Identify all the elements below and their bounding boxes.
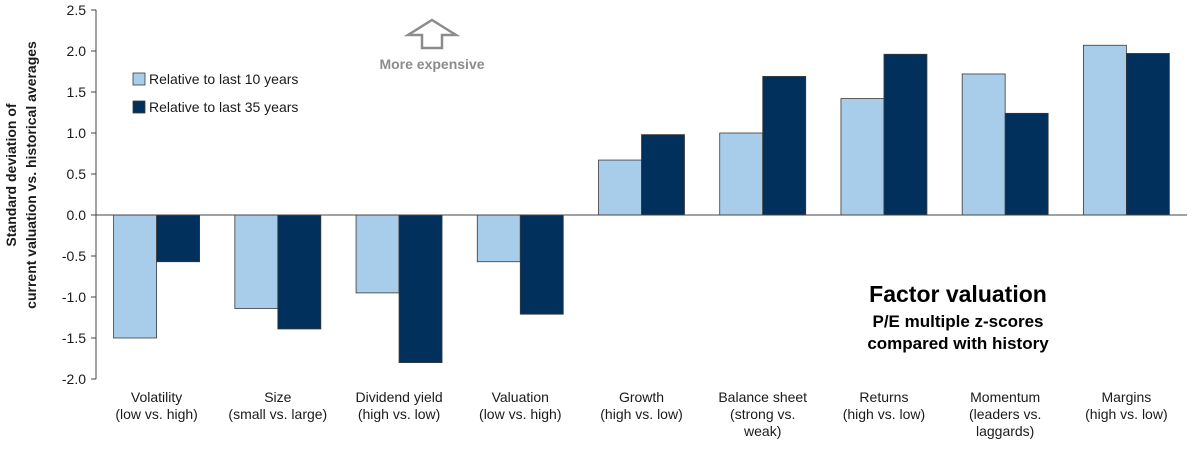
bar-ten-year bbox=[961, 73, 1006, 216]
x-tick-label-line: Size bbox=[264, 389, 291, 405]
legend-label: Relative to last 35 years bbox=[149, 99, 298, 115]
bars bbox=[113, 44, 1170, 364]
chart-title: Factor valuation bbox=[869, 281, 1047, 307]
legend: Relative to last 10 years Relative to las… bbox=[132, 71, 298, 115]
more-expensive-annotation: More expensive bbox=[379, 18, 485, 72]
x-tick-label: Size (small vs. large) bbox=[228, 389, 327, 422]
y-tick-label: -2.0 bbox=[62, 371, 86, 387]
x-tick-label-line: laggards) bbox=[976, 423, 1034, 439]
x-tick-label-line: (leaders vs. bbox=[969, 406, 1041, 422]
y-tick-label: -0.5 bbox=[62, 248, 86, 264]
bar-thirty-five-year bbox=[1125, 53, 1170, 216]
y-axis: -2.0 -1.5 -1.0 -0.5 0.0 0.5 1.0 1.5 2.0 2.5 bbox=[62, 2, 97, 387]
x-tick-label: Growth (high vs. low) bbox=[600, 389, 682, 422]
x-tick-label-line: (low vs. high) bbox=[115, 406, 197, 422]
x-tick-label-line: Momentum bbox=[970, 389, 1040, 405]
x-tick-label-line: Margins bbox=[1101, 389, 1151, 405]
x-tick-label-line: Returns bbox=[859, 389, 908, 405]
x-tick-label-line: (high vs. low) bbox=[843, 406, 925, 422]
x-tick-label-line: Valuation bbox=[492, 389, 549, 405]
x-tick-label: Momentum (leaders vs. laggards) bbox=[969, 389, 1041, 439]
bar-thirty-five-year bbox=[762, 76, 807, 216]
x-tick-label-line: (high vs. low) bbox=[1085, 406, 1167, 422]
y-tick-label: -1.5 bbox=[62, 330, 86, 346]
bar-ten-year bbox=[840, 98, 885, 216]
x-tick-label-line: Growth bbox=[619, 389, 664, 405]
bar-thirty-five-year bbox=[1004, 112, 1049, 216]
legend-swatch bbox=[132, 72, 146, 86]
x-tick-label-line: (small vs. large) bbox=[228, 406, 327, 422]
bar-thirty-five-year bbox=[641, 134, 685, 216]
y-tick-label: 1.5 bbox=[67, 84, 87, 100]
x-tick-label-line: (low vs. high) bbox=[479, 406, 561, 422]
x-tick-label-line: (high vs. low) bbox=[358, 406, 440, 422]
x-tick-label: Valuation (low vs. high) bbox=[479, 389, 561, 422]
x-tick-label: Balance sheet (strong vs. weak) bbox=[718, 389, 807, 439]
y-tick-label: 2.0 bbox=[67, 43, 87, 59]
bar-ten-year bbox=[355, 214, 400, 294]
x-tick-label-line: weak) bbox=[743, 423, 781, 439]
bar-ten-year bbox=[719, 132, 764, 216]
annotation-text: More expensive bbox=[379, 56, 484, 72]
x-tick-label-line: (strong vs. bbox=[730, 406, 795, 422]
y-tick-label: 2.5 bbox=[67, 2, 87, 18]
x-tick-label: Margins (high vs. low) bbox=[1085, 389, 1167, 422]
y-tick-label: 1.0 bbox=[67, 125, 87, 141]
x-axis: Volatility (low vs. high)Size (small vs. l… bbox=[96, 214, 1187, 439]
bar-thirty-five-year bbox=[277, 214, 322, 330]
x-tick-label: Returns (high vs. low) bbox=[843, 389, 925, 422]
bar-ten-year bbox=[113, 214, 158, 339]
x-tick-label-line: Volatility bbox=[131, 389, 182, 405]
x-tick-label-line: Balance sheet bbox=[718, 389, 807, 405]
up-arrow-icon bbox=[403, 18, 461, 50]
x-tick-label-line: (high vs. low) bbox=[600, 406, 682, 422]
legend-label: Relative to last 10 years bbox=[149, 71, 298, 87]
chart-subtitle-line: compared with history bbox=[867, 334, 1049, 353]
bar-ten-year bbox=[476, 214, 521, 263]
bar-thirty-five-year bbox=[156, 214, 201, 263]
y-axis-label-line: Standard deviation of bbox=[3, 103, 19, 246]
bar-ten-year bbox=[598, 159, 642, 216]
chart-title-block: Factor valuation P/E multiple z-scores com… bbox=[867, 281, 1049, 353]
x-tick-label-line: Dividend yield bbox=[355, 389, 442, 405]
y-axis-label: Standard deviation of current valuation v… bbox=[3, 41, 39, 309]
bar-thirty-five-year bbox=[883, 53, 928, 216]
x-tick-label: Volatility (low vs. high) bbox=[115, 389, 197, 422]
chart-subtitle-line: P/E multiple z-scores bbox=[873, 312, 1044, 331]
y-axis-label-line: current valuation vs. historical average… bbox=[23, 41, 39, 309]
y-tick-label: 0.0 bbox=[67, 207, 87, 223]
bar-thirty-five-year bbox=[519, 214, 564, 315]
y-tick-label: 0.5 bbox=[67, 166, 87, 182]
legend-swatch bbox=[132, 100, 146, 114]
y-tick-label: -1.0 bbox=[62, 289, 86, 305]
bar-thirty-five-year bbox=[398, 214, 443, 364]
bar-ten-year bbox=[1082, 44, 1127, 216]
bar-ten-year bbox=[234, 214, 279, 309]
x-tick-label: Dividend yield (high vs. low) bbox=[355, 389, 442, 422]
